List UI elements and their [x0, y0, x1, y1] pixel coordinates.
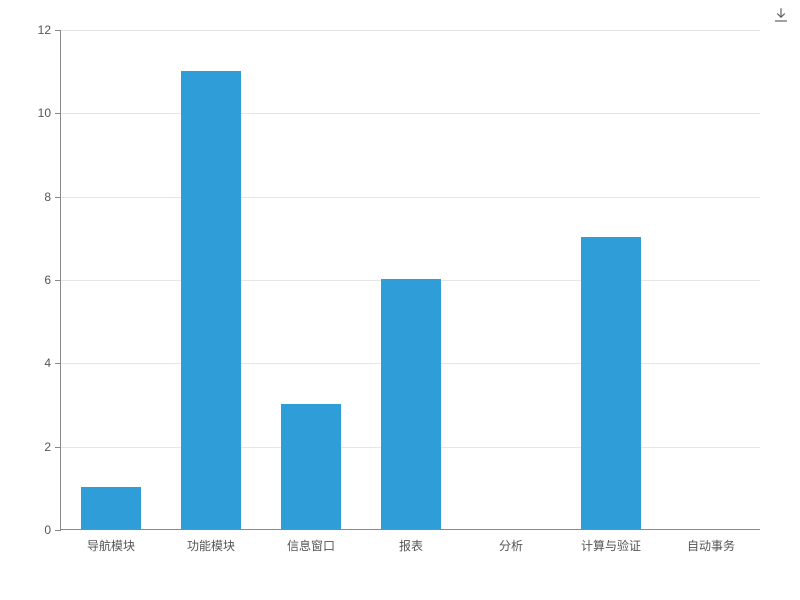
y-axis-label: 2	[44, 440, 51, 454]
grid-line	[61, 197, 760, 198]
y-axis-label: 4	[44, 356, 51, 370]
x-axis-label: 分析	[499, 537, 523, 554]
bar-chart: 024681012导航模块功能模块信息窗口报表分析计算与验证自动事务	[60, 30, 760, 530]
y-axis-label: 10	[38, 106, 51, 120]
bar[interactable]	[381, 279, 441, 529]
y-tick	[55, 363, 61, 364]
x-axis-label: 信息窗口	[287, 537, 335, 554]
x-axis-label: 报表	[399, 537, 423, 554]
x-axis-label: 功能模块	[187, 537, 235, 554]
y-axis-label: 8	[44, 190, 51, 204]
y-axis-label: 0	[44, 523, 51, 537]
x-axis-label: 计算与验证	[581, 537, 641, 554]
bar[interactable]	[281, 404, 341, 529]
x-axis-label: 自动事务	[687, 537, 735, 554]
y-axis-label: 12	[38, 23, 51, 37]
y-tick	[55, 197, 61, 198]
bar[interactable]	[181, 71, 241, 529]
grid-line	[61, 30, 760, 31]
y-tick	[55, 447, 61, 448]
download-icon[interactable]	[772, 6, 790, 24]
y-tick	[55, 280, 61, 281]
x-axis-label: 导航模块	[87, 537, 135, 554]
bar[interactable]	[581, 237, 641, 529]
y-axis-label: 6	[44, 273, 51, 287]
grid-line	[61, 113, 760, 114]
plot-area: 024681012导航模块功能模块信息窗口报表分析计算与验证自动事务	[60, 30, 760, 530]
y-tick	[55, 30, 61, 31]
bar[interactable]	[81, 487, 141, 529]
y-tick	[55, 113, 61, 114]
y-tick	[55, 530, 61, 531]
